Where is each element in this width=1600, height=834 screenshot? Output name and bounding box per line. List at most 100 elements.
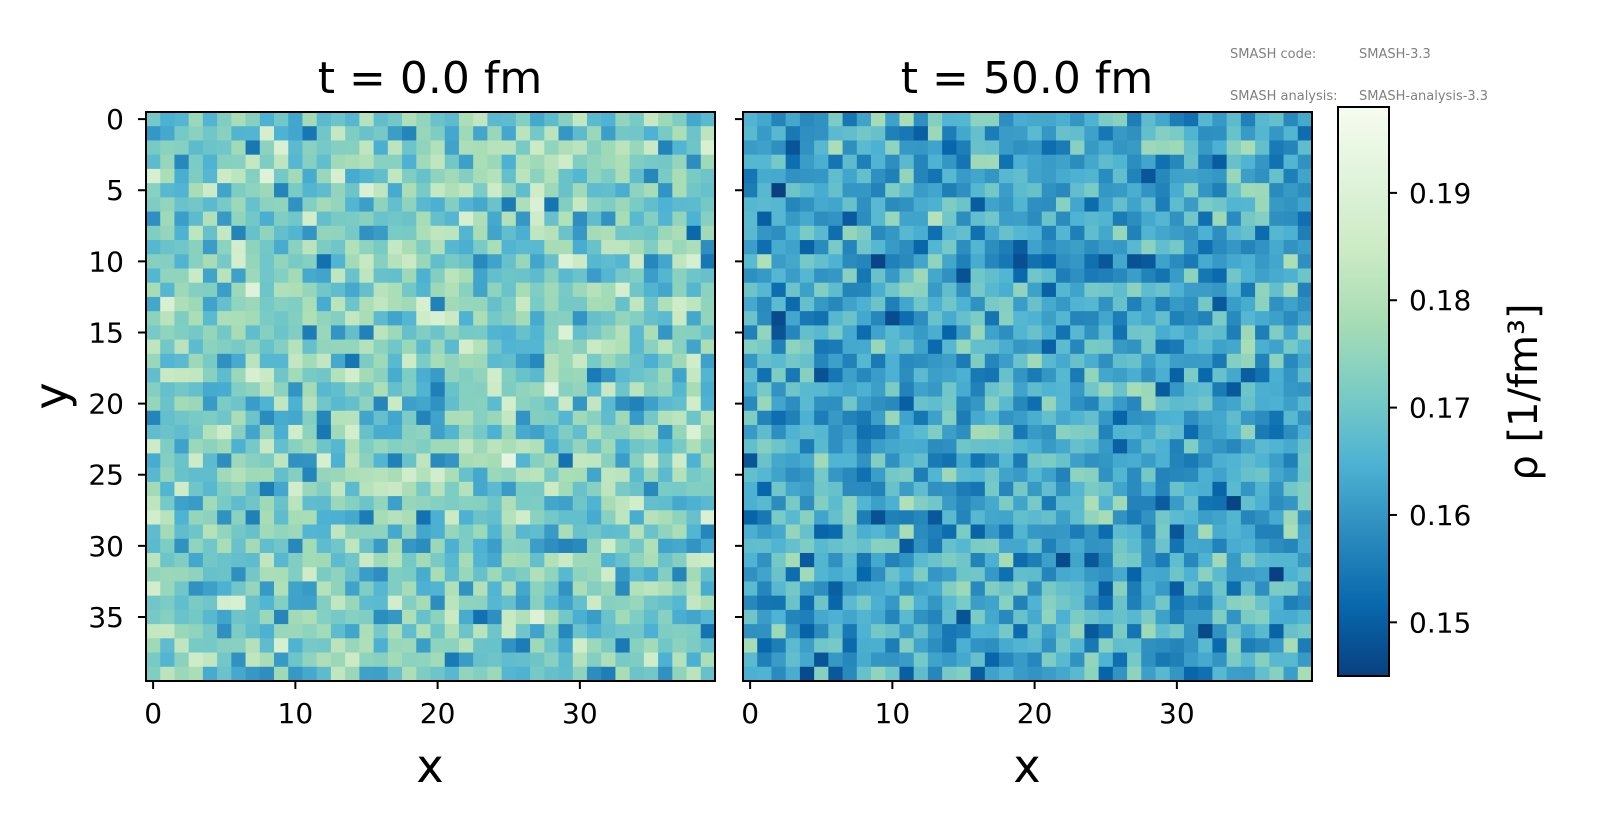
heatmap-cell (1112, 311, 1128, 326)
heatmap-cell (686, 538, 702, 554)
heatmap-cell (501, 339, 517, 355)
heatmap-cell (1255, 197, 1270, 212)
heatmap-cell (828, 368, 843, 383)
heatmap-cell (601, 595, 616, 611)
heatmap-cell (1084, 325, 1100, 341)
heatmap-cell (1055, 624, 1071, 639)
heatmap-cell (1112, 396, 1128, 412)
heatmap-cell (658, 652, 673, 668)
heatmap-cell (757, 368, 772, 383)
heatmap-cell (601, 311, 616, 326)
heatmap-cell (515, 240, 531, 255)
heatmap-cell (1027, 481, 1043, 497)
heatmap-cell (956, 211, 972, 227)
heatmap-cell (970, 240, 986, 255)
heatmap-cell (359, 311, 375, 326)
heatmap-cell (1098, 410, 1114, 426)
heatmap-cell (231, 595, 246, 611)
heatmap-cell (1297, 567, 1313, 582)
heatmap-cell (416, 168, 431, 184)
heatmap-cell (1041, 240, 1057, 255)
heatmap-cell (430, 240, 446, 255)
heatmap-cell (444, 396, 460, 412)
heatmap-cell (913, 453, 929, 469)
heatmap-cell (444, 112, 460, 127)
heatmap-cell (530, 595, 545, 611)
heatmap-cell (828, 609, 843, 625)
heatmap-cell (658, 325, 673, 341)
heatmap-cell (927, 211, 943, 227)
heatmap-cell (643, 254, 659, 269)
heatmap-cell (601, 524, 616, 540)
heatmap-cell (942, 168, 957, 184)
heatmap-cell (487, 439, 503, 454)
heatmap-cell (1212, 183, 1228, 198)
heatmap-cell (601, 396, 616, 412)
heatmap-cell (1169, 112, 1185, 127)
heatmap-cell (629, 339, 645, 355)
heatmap-cell (572, 510, 588, 525)
heatmap-cell (1141, 154, 1156, 170)
heatmap-cell (402, 112, 417, 127)
heatmap-cell (274, 368, 289, 383)
heatmap-cell (1226, 168, 1242, 184)
heatmap-cell (842, 112, 858, 127)
heatmap-cell (942, 567, 957, 582)
heatmap-cell (1283, 296, 1299, 312)
heatmap-cell (956, 410, 972, 426)
heatmap-cell (1183, 211, 1199, 227)
heatmap-cell (259, 638, 275, 653)
heatmap-cell (799, 581, 815, 597)
heatmap-cell (1041, 183, 1057, 198)
heatmap-cell (188, 140, 204, 156)
heatmap-cell (188, 567, 204, 582)
heatmap-cell (416, 126, 431, 141)
heatmap-cell (899, 552, 915, 568)
heatmap-cell (686, 638, 702, 653)
heatmap-cell (757, 439, 772, 454)
heatmap-cell (302, 112, 318, 127)
heatmap-cell (785, 666, 801, 682)
heatmap-cell (1269, 552, 1284, 568)
heatmap-cell (1127, 552, 1142, 568)
heatmap-cell (473, 666, 488, 682)
heatmap-cell (231, 396, 246, 412)
heatmap-cell (316, 112, 332, 127)
heatmap-cell (487, 567, 503, 582)
heatmap-cell (1041, 311, 1057, 326)
heatmap-cell (842, 666, 858, 682)
heatmap-cell (473, 410, 488, 426)
heatmap-cell (743, 268, 758, 284)
heatmap-cell (231, 453, 246, 469)
heatmap-cell (1127, 126, 1142, 141)
heatmap-cell (288, 368, 303, 383)
heatmap-cell (658, 368, 673, 383)
heatmap-cell (444, 567, 460, 582)
heatmap-cell (672, 467, 687, 483)
heatmap-cell (629, 510, 645, 525)
heatmap-cell (1169, 538, 1185, 554)
heatmap-cell (1055, 439, 1071, 454)
heatmap-cell (601, 126, 616, 141)
heatmap-cell (999, 339, 1014, 355)
heatmap-cell (1169, 624, 1185, 639)
colorbar-label: ρ [1/fm³] (1501, 303, 1547, 480)
heatmap-cell (558, 225, 574, 241)
heatmap-cell (274, 666, 289, 682)
heatmap-cell (1127, 353, 1142, 369)
heatmap-cell (146, 240, 161, 255)
heatmap-cell (245, 154, 261, 170)
heatmap-cell (544, 581, 559, 597)
heatmap-cell (799, 396, 815, 412)
heatmap-cell (871, 496, 886, 511)
heatmap-cell (601, 183, 616, 198)
heatmap-cell (1070, 154, 1085, 170)
heatmap-cell (700, 282, 716, 298)
x-tick-label: 10 (875, 697, 911, 730)
heatmap-cell (501, 254, 517, 269)
heatmap-cell (501, 595, 517, 611)
heatmap-cell (430, 481, 446, 497)
heatmap-cell (1112, 510, 1128, 525)
heatmap-cell (1155, 424, 1171, 440)
heatmap-cell (217, 140, 232, 156)
